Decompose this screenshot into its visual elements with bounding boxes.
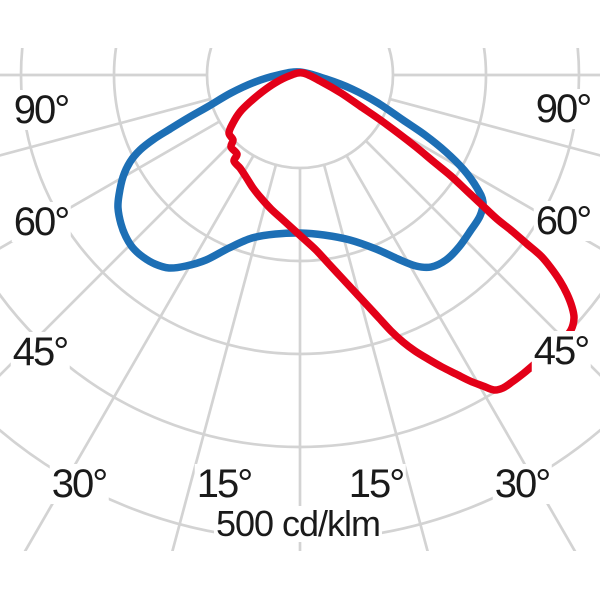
- curve-blue: [114, 68, 487, 272]
- grid-radial--15deg: [171, 164, 278, 551]
- grid-radial-15deg: [322, 164, 429, 551]
- grid-radial-30deg: [345, 154, 577, 551]
- grid-radial-75deg: [389, 97, 600, 157]
- curve-red: [225, 69, 578, 394]
- grid-radial--30deg: [23, 154, 255, 551]
- grid-radial--75deg: [0, 97, 211, 157]
- grid-radial--60deg: [0, 120, 221, 250]
